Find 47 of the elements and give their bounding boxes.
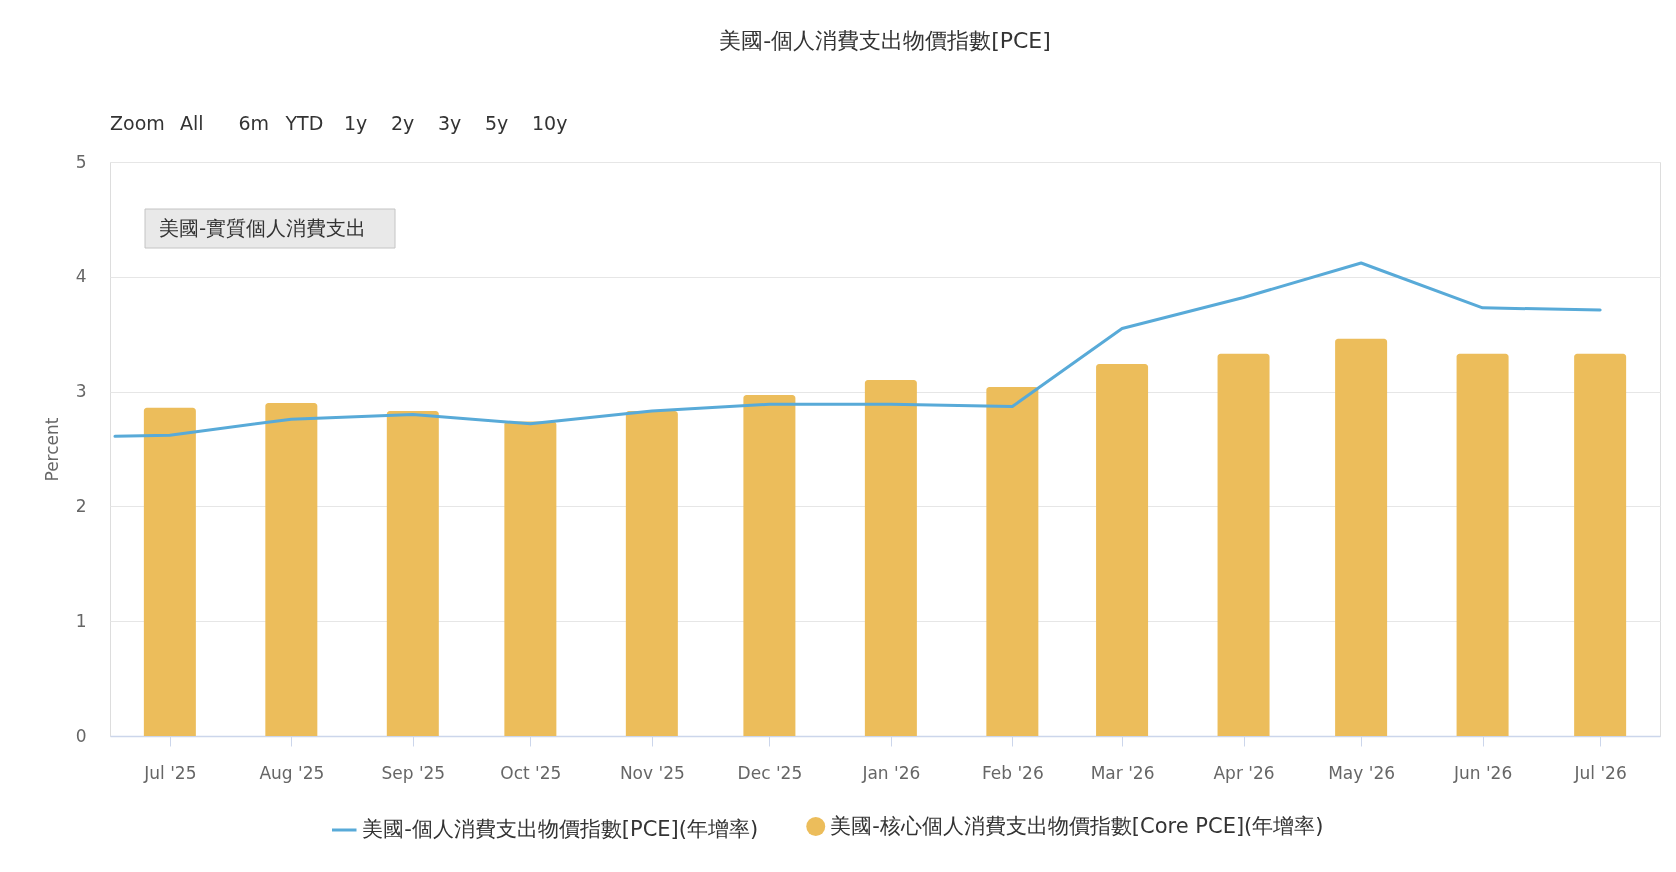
x-tick-label: Apr '26 [1213,762,1275,783]
x-tick-label: Aug '25 [259,762,325,783]
line-series [113,261,1602,438]
bar [1456,353,1509,736]
y-tick-label: 2 [75,495,87,516]
y-tick-label: 1 [75,610,87,631]
y-tick-label: 0 [75,725,87,746]
x-tick-label: Sep '25 [381,762,446,783]
bar [1574,353,1627,736]
text: All [180,112,204,134]
bar [143,407,196,736]
text: YTD [284,112,324,134]
x-tick-label: Mar '26 [1090,762,1155,783]
bar [504,421,557,736]
x-tick-label: Dec '25 [737,762,803,783]
legend-label: 美國-個人消費支出物價指數[PCE](年增率) [362,817,759,841]
bar [1217,353,1270,736]
text: 10y [532,112,568,134]
x-tick-label: Feb '26 [981,762,1044,783]
bar [265,403,318,736]
x-tick-label: Jan '26 [861,762,921,783]
text: Zoom [110,112,165,134]
chart-title: 美國-個人消費支出物價指數[PCE] [719,28,1051,53]
bar [864,380,917,736]
y-tick-label: 3 [75,381,87,402]
y-axis-title: Percent [41,417,62,482]
x-tick-label: Jul '25 [143,762,197,783]
x-tick-label: Oct '25 [500,762,562,783]
x-tick-label: Nov '25 [619,762,685,783]
x-tick-label: May '26 [1328,762,1396,783]
text: 6m [238,112,270,134]
legend-label: 美國-核心個人消費支出物價指數[Core PCE](年增率) [830,813,1324,838]
y-tick-label: 5 [75,151,87,172]
bar [625,411,678,736]
text: 2y [391,112,415,134]
bar [386,411,439,736]
annotation: 美國-實質個人消費支出 [159,216,367,240]
text: 1y [344,112,368,134]
text: 3y [438,112,462,134]
y-tick-label: 4 [75,266,87,287]
x-tick-label: Jun '26 [1452,762,1513,783]
bar [1335,338,1388,736]
x-tick-label: Jul '26 [1573,762,1627,783]
bar [743,395,796,736]
text: 5y [485,112,509,134]
bar [986,387,1039,736]
bar [1096,364,1149,736]
